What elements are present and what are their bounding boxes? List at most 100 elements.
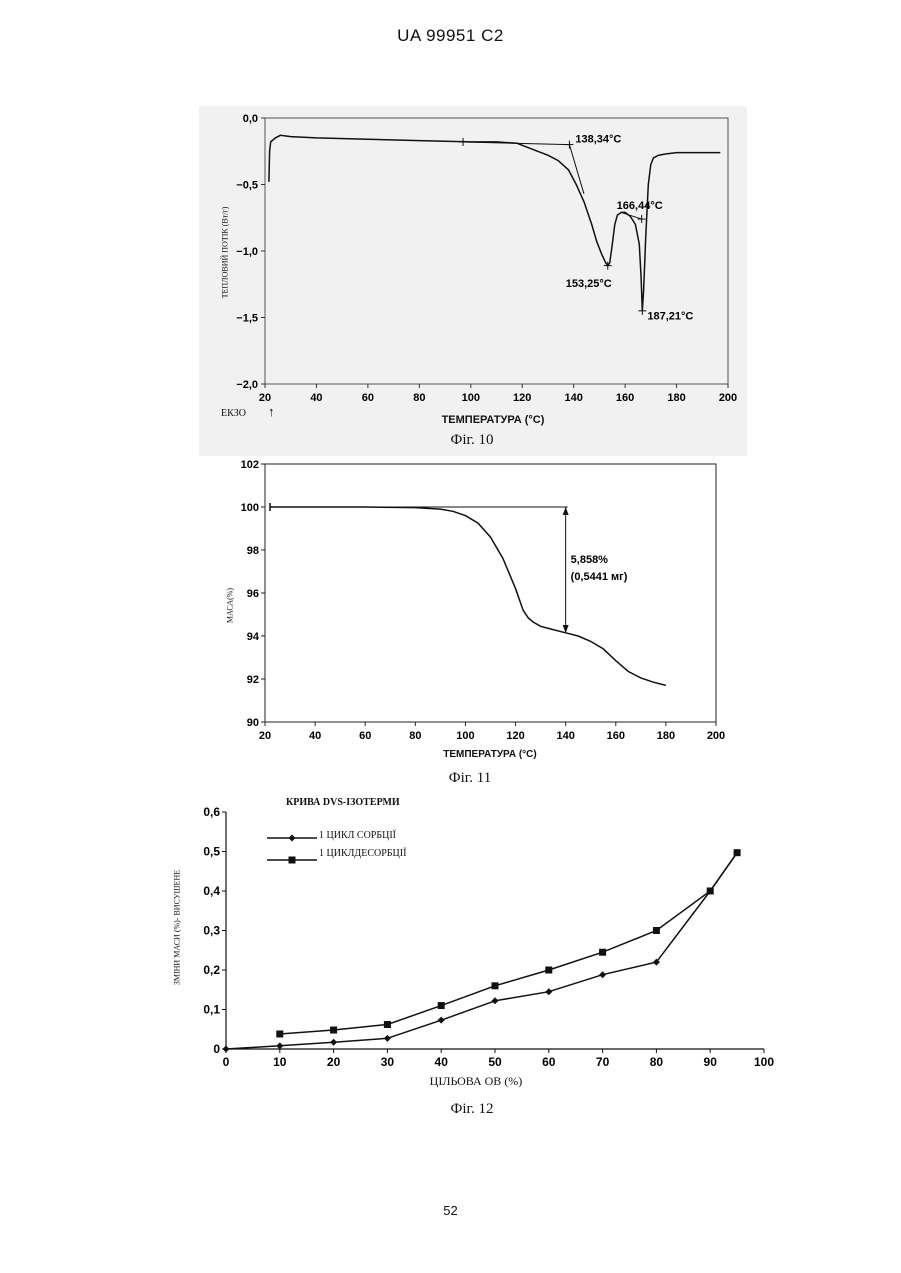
fig11-y-tick-label: 98 — [247, 545, 259, 557]
fig12-y-tick-label: 0,1 — [203, 1003, 220, 1017]
fig12-sorption-point — [492, 997, 499, 1004]
fig12-desorption-point — [734, 849, 741, 856]
fig10-caption: Фіг. 10 — [372, 432, 572, 449]
fig10-x-tick-label: 200 — [719, 392, 737, 404]
fig10-dsc-chart: 204060801001201401601802000,0−0,5−1,0−1,… — [199, 106, 747, 456]
fig10-exo-label: ЕКЗО — [221, 408, 246, 419]
fig12-desorption-point — [707, 888, 714, 895]
fig10-x-tick-label: 100 — [462, 392, 480, 404]
fig11-plot-frame — [265, 464, 716, 722]
fig12-x-tick-label: 60 — [542, 1055, 556, 1069]
fig12-y-tick-label: 0 — [213, 1042, 220, 1056]
fig11-caption: Фіг. 11 — [370, 770, 570, 787]
page-number: 52 — [0, 1203, 901, 1218]
fig11-ylabel: МАСА(%) — [226, 566, 235, 646]
fig10-y-tick-label: −1,5 — [236, 313, 258, 325]
fig12-desorption-point — [599, 949, 606, 956]
fig12-dvs-chart: 0 10 20 30 40 50 60 70 80 90 100 0 0,1 0,2 0,3 0,4 0,5 0,… — [170, 790, 810, 1100]
fig12-x-tick-label: 80 — [650, 1055, 664, 1069]
fig12-sorption-point — [330, 1039, 337, 1046]
fig12-x-tick-label: 10 — [273, 1055, 287, 1069]
fig11-y-tick-label: 94 — [247, 631, 260, 643]
fig11-annotation-mass: (0,5441 мг) — [571, 571, 628, 583]
fig11-x-tick-label: 80 — [409, 730, 421, 742]
fig10-annotation: 138,34°C — [575, 134, 621, 146]
fig12-sorption-point — [384, 1035, 391, 1042]
fig10-x-tick-label: 180 — [667, 392, 685, 404]
fig12-x-tick-label: 50 — [488, 1055, 502, 1069]
fig10-exo-arrow: ↑ — [268, 404, 275, 419]
fig12-x-tick-label: 30 — [381, 1055, 395, 1069]
fig12-y-tick-label: 0,4 — [203, 884, 220, 898]
fig11-tga-chart: 2040608010012014016018020010210098969492… — [199, 456, 747, 766]
fig12-x-tick-label: 40 — [435, 1055, 449, 1069]
fig10-x-tick-label: 140 — [564, 392, 582, 404]
fig12-title: КРИВА DVS-ІЗОТЕРМИ — [286, 797, 400, 808]
fig11-x-tick-label: 20 — [259, 730, 271, 742]
fig10-y-tick-label: −0,5 — [236, 180, 258, 192]
fig12-series-line-1 — [226, 853, 737, 1049]
fig12-desorption-point — [653, 927, 660, 934]
fig11-x-tick-label: 200 — [707, 730, 725, 742]
fig11-x-tick-label: 180 — [657, 730, 675, 742]
fig11-y-tick-label: 102 — [241, 459, 259, 471]
fig12-y-tick-label: 0,2 — [203, 963, 220, 977]
fig12-xlabel: ЦІЛЬОВА ОВ (%) — [396, 1074, 556, 1089]
fig12-sorption-point — [545, 988, 552, 995]
fig10-tangent-line — [463, 142, 569, 145]
fig12-x-tick-label: 70 — [596, 1055, 610, 1069]
fig12-legend-marker-sorption — [289, 835, 296, 842]
fig12-y-tick-label: 0,3 — [203, 924, 220, 938]
fig12-desorption-point — [276, 1030, 283, 1037]
fig12-sorption-point — [438, 1017, 445, 1024]
fig10-annotation: 166,44°C — [617, 200, 663, 212]
fig11-y-tick-label: 96 — [247, 588, 259, 600]
fig11-x-tick-label: 120 — [506, 730, 524, 742]
fig11-x-tick-label: 160 — [607, 730, 625, 742]
fig10-annotation: 187,21°C — [647, 311, 693, 323]
fig11-xlabel: ТЕМПЕРАТУРА (°C) — [340, 749, 640, 760]
fig11-mass-line — [270, 507, 666, 685]
fig12-series-line-2 — [280, 853, 737, 1034]
fig12-desorption-point — [492, 982, 499, 989]
fig12-legend-marker-desorption — [289, 857, 296, 864]
fig11-x-tick-label: 40 — [309, 730, 321, 742]
fig10-x-tick-label: 40 — [310, 392, 322, 404]
fig10-y-tick-label: −1,0 — [236, 246, 258, 258]
fig12-sorption-point — [276, 1042, 283, 1049]
fig10-x-tick-label: 120 — [513, 392, 531, 404]
fig10-ylabel: ТЕПЛОВИЙ ПОТІК (Вт/г) — [221, 198, 230, 308]
patent-header: UA 99951 C2 — [0, 26, 901, 46]
fig12-x-tick-label: 20 — [327, 1055, 341, 1069]
fig11-y-tick-label: 92 — [247, 674, 259, 686]
fig10-x-tick-label: 160 — [616, 392, 634, 404]
fig10-y-tick-label: −2,0 — [236, 379, 258, 391]
fig12-ylabel: ЗМІНИ МАСИ (%)- ВИСУШЕНЕ — [173, 858, 182, 998]
fig10-xlabel: ТЕМПЕРАТУРА (°C) — [343, 414, 643, 426]
fig11-annotation-percent: 5,858% — [571, 554, 609, 566]
fig10-x-tick-label: 80 — [413, 392, 425, 404]
fig10-x-tick-label: 20 — [259, 392, 271, 404]
fig12-sorption-point — [223, 1046, 230, 1053]
fig12-x-tick-label: 90 — [704, 1055, 718, 1069]
fig12-caption: Фіг. 12 — [372, 1101, 572, 1118]
fig11-x-tick-label: 140 — [556, 730, 574, 742]
fig12-desorption-point — [384, 1021, 391, 1028]
fig12-x-tick-label: 0 — [223, 1055, 230, 1069]
fig12-y-tick-label: 0,6 — [203, 805, 220, 819]
fig10-heat-flow-line — [269, 135, 720, 310]
fig10-annotation: 153,25°C — [566, 278, 612, 290]
fig10-plot-frame — [265, 118, 728, 384]
fig11-y-tick-label: 90 — [247, 717, 259, 729]
fig10-y-tick-label: 0,0 — [243, 113, 258, 125]
fig12-legend-desorption: 1 ЦИКЛДЕСОРБЦІЇ — [319, 848, 406, 859]
fig11-arrow-head-top — [563, 507, 569, 515]
fig12-desorption-point — [438, 1002, 445, 1009]
fig11-x-tick-label: 100 — [456, 730, 474, 742]
fig12-x-tick-label: 100 — [754, 1055, 774, 1069]
fig12-sorption-point — [599, 971, 606, 978]
fig12-legend-sorption: 1 ЦИКЛ СОРБЦІЇ — [319, 830, 396, 841]
fig12-y-tick-label: 0,5 — [203, 845, 220, 859]
fig11-y-tick-label: 100 — [241, 502, 259, 514]
fig12-desorption-point — [545, 967, 552, 974]
